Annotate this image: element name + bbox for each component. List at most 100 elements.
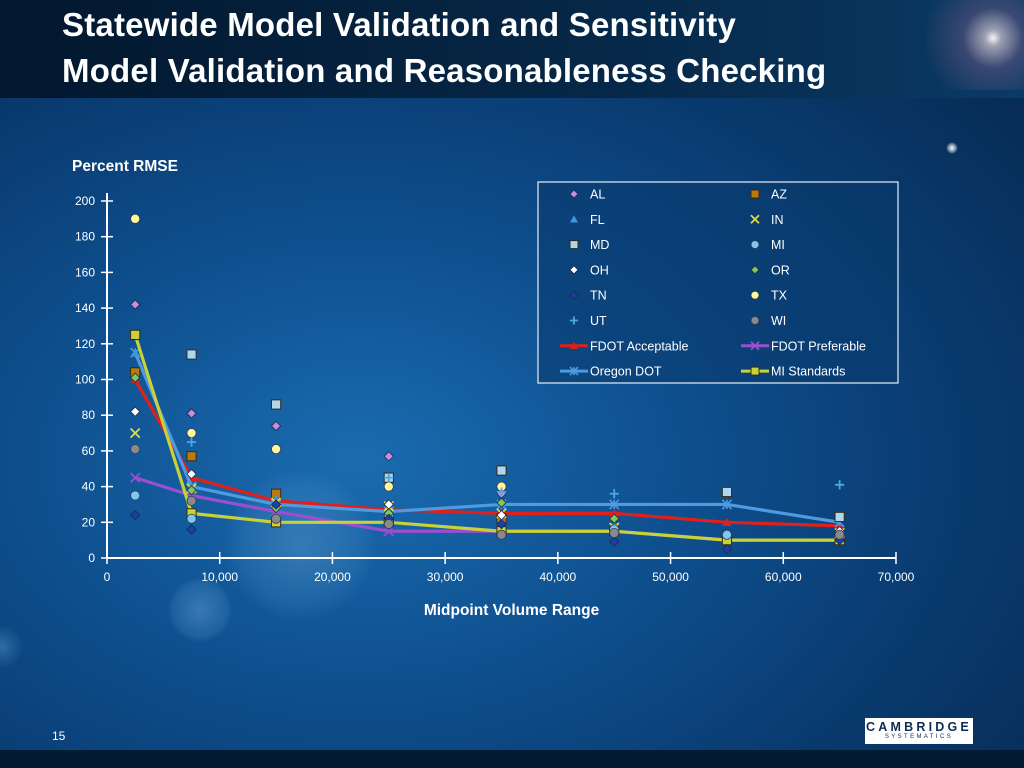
legend-label: FDOT Acceptable (590, 339, 688, 353)
data-point-al (383, 451, 394, 462)
data-point-or (496, 497, 507, 508)
x-tick-label: 70,000 (878, 570, 915, 584)
legend-swatch-marker (750, 214, 760, 224)
spark-decoration (946, 142, 958, 154)
legend-label: OH (590, 263, 609, 277)
data-point-tn (496, 518, 507, 530)
data-point-wi (130, 444, 141, 455)
y-tick-label: 140 (75, 301, 95, 315)
cambridge-systematics-logo: CAMBRIDGE SYSTEMATICS (865, 718, 973, 744)
data-point-md (270, 399, 282, 410)
data-point-md (721, 486, 733, 498)
legend-item-fdot-preferable: FDOT Preferable (741, 339, 866, 353)
data-point-tn (721, 543, 733, 555)
legend-swatch-marker (569, 189, 579, 199)
data-point-fl (130, 348, 140, 357)
legend-item-mi-standards: MI Standards (741, 365, 845, 379)
legend-label: AL (590, 188, 605, 202)
series-line-oregon-dot (133, 352, 840, 524)
data-point-ut (835, 480, 845, 490)
legend-swatch-marker (570, 316, 578, 325)
data-point-tx (383, 481, 394, 492)
lens-flare (925, 0, 1024, 90)
legend-label: AZ (771, 188, 787, 202)
data-point-fdot-acceptable (722, 517, 732, 526)
legend-item-al: AL (569, 188, 605, 202)
x-tick-label: 40,000 (540, 570, 577, 584)
data-point-tn (270, 499, 282, 510)
data-point-tn (186, 524, 197, 535)
legend-item-ut: UT (570, 314, 607, 328)
data-point-mi-standards (130, 329, 141, 340)
data-point-tn (130, 509, 141, 521)
series-oh (130, 406, 845, 537)
data-point-ut (384, 473, 394, 483)
legend-item-tx: TX (750, 289, 788, 303)
chart-data-points (129, 213, 845, 555)
x-tick-label: 50,000 (652, 570, 689, 584)
legend-swatch-marker (569, 290, 579, 300)
legend-item-mi: MI (750, 238, 785, 252)
legend-label: FL (590, 213, 605, 227)
data-point-wi (496, 529, 507, 540)
legend-item-tn: TN (569, 289, 607, 303)
y-tick-label: 200 (75, 194, 95, 208)
slide-title-line-2: Model Validation and Reasonableness Chec… (62, 52, 827, 89)
data-point-oh (130, 406, 141, 417)
data-point-mi (130, 490, 141, 501)
y-tick-label: 180 (75, 230, 95, 244)
data-point-wi (271, 513, 282, 524)
data-point-fdot-acceptable (609, 508, 619, 518)
data-point-tn (609, 536, 620, 548)
legend-swatch-marker (569, 366, 579, 376)
data-point-al (186, 408, 197, 419)
x-tick-label: 10,000 (201, 570, 238, 584)
data-point-wi (186, 495, 197, 506)
y-tick-label: 120 (75, 337, 95, 351)
data-point-wi (383, 519, 394, 530)
data-point-al (270, 420, 282, 432)
x-axis-title: Midpoint Volume Range (424, 602, 600, 619)
y-tick-label: 0 (88, 551, 95, 565)
data-point-or (609, 513, 620, 524)
legend-swatch-marker (750, 290, 760, 300)
data-point-mi (721, 529, 732, 540)
y-tick-label: 20 (82, 515, 96, 529)
data-point-az (186, 451, 197, 462)
footer-band (0, 750, 1024, 768)
legend-swatch-marker (750, 341, 760, 351)
x-tick-label: 30,000 (427, 570, 464, 584)
logo-subtext: SYSTEMATICS (884, 734, 954, 740)
data-point-or (186, 485, 197, 496)
data-point-al (130, 299, 141, 310)
data-point-ut (496, 487, 507, 497)
y-tick-label: 80 (82, 408, 96, 422)
y-tick-label: 100 (75, 373, 95, 387)
legend-item-wi: WI (750, 314, 786, 328)
legend-label: TX (771, 289, 788, 303)
legend-item-md: MD (569, 238, 609, 252)
legend-label: MI (771, 238, 785, 252)
legend-swatch-marker (570, 341, 578, 349)
series-fdot-preferable (129, 472, 845, 546)
data-point-md (834, 511, 845, 523)
logo-text: CAMBRIDGE (866, 720, 972, 734)
data-point-md (186, 349, 197, 360)
legend-label: IN (771, 213, 784, 227)
series-line-fdot-acceptable (133, 378, 840, 528)
legend-label: MD (590, 238, 609, 252)
data-point-ut (186, 437, 197, 447)
data-point-wi (834, 529, 845, 540)
data-point-ut (609, 489, 619, 499)
data-point-tx (186, 428, 197, 439)
data-point-md (496, 465, 507, 476)
data-point-in (129, 427, 141, 439)
chart-legend: AL AZ FL IN MD MI OH OR TN TX UT WI FDOT Acceptable F… (537, 181, 899, 384)
y-tick-label: 60 (82, 444, 96, 458)
legend-label: WI (771, 314, 786, 328)
data-point-fdot-preferable (383, 525, 395, 537)
legend-label: FDOT Preferable (771, 339, 866, 353)
data-point-tx (271, 444, 282, 455)
slide-title-line-1: Statewide Model Validation and Sensitivi… (62, 6, 737, 43)
